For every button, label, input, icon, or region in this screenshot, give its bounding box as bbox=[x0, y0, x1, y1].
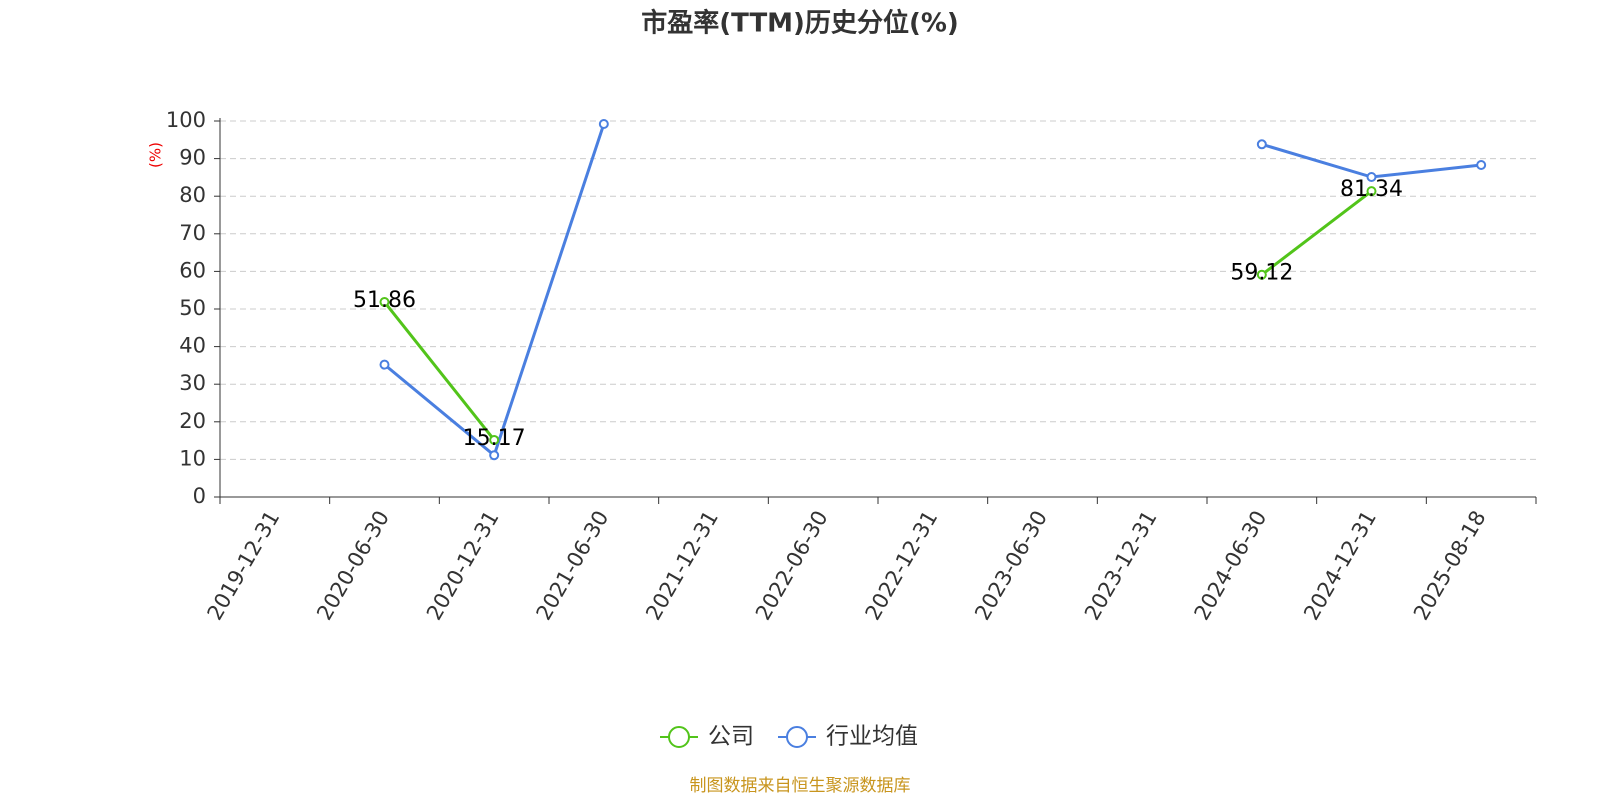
value-label: 15.17 bbox=[463, 426, 526, 451]
y-tick-label: 70 bbox=[179, 221, 206, 245]
x-tick-label: 2025-08-18 bbox=[1409, 507, 1491, 625]
y-tick-label: 90 bbox=[179, 146, 206, 170]
y-tick-label: 50 bbox=[179, 296, 206, 320]
point bbox=[598, 119, 609, 130]
x-tick-label: 2022-06-30 bbox=[751, 507, 833, 625]
y-tick-label: 80 bbox=[179, 183, 206, 207]
point bbox=[1476, 159, 1487, 170]
value-label: 51.86 bbox=[353, 288, 416, 313]
x-tick-label: 2022-12-31 bbox=[861, 507, 943, 625]
y-axis-label: (%) bbox=[147, 142, 165, 168]
value-label: 59.12 bbox=[1230, 261, 1293, 286]
x-tick-label: 2023-06-30 bbox=[970, 507, 1052, 625]
x-tick-label: 2020-06-30 bbox=[312, 507, 394, 625]
point bbox=[379, 297, 390, 308]
point bbox=[379, 359, 390, 370]
value-label: 81.34 bbox=[1340, 177, 1403, 202]
legend-label: 公司 bbox=[708, 724, 754, 750]
y-tick-label: 0 bbox=[193, 484, 206, 508]
chart-title: 市盈率(TTM)历史分位(%) bbox=[641, 8, 959, 39]
x-tick-label: 2019-12-31 bbox=[203, 507, 285, 625]
series-line bbox=[383, 189, 1373, 441]
legend-marker bbox=[786, 726, 808, 748]
y-tick-label: 60 bbox=[179, 258, 206, 282]
x-tick-label: 2024-06-30 bbox=[1190, 507, 1272, 625]
point bbox=[1256, 269, 1267, 280]
legend-marker bbox=[668, 726, 690, 748]
source-note: 制图数据来自恒生聚源数据库 bbox=[690, 776, 911, 796]
legend-label: 行业均值 bbox=[826, 724, 918, 750]
y-tick-label: 10 bbox=[179, 446, 206, 470]
point bbox=[1366, 172, 1377, 183]
x-tick-label: 2020-12-31 bbox=[422, 507, 504, 625]
point bbox=[489, 434, 500, 445]
y-tick-label: 40 bbox=[179, 334, 206, 358]
y-tick-label: 100 bbox=[166, 108, 206, 132]
y-tick-label: 20 bbox=[179, 409, 206, 433]
x-tick-label: 2021-12-31 bbox=[641, 507, 723, 625]
point bbox=[489, 450, 500, 461]
point bbox=[1256, 139, 1267, 150]
x-tick-label: 2024-12-31 bbox=[1299, 507, 1381, 625]
x-tick-label: 2023-12-31 bbox=[1080, 507, 1162, 625]
series-line bbox=[383, 123, 1482, 458]
point bbox=[1366, 186, 1377, 197]
y-tick-label: 30 bbox=[179, 371, 206, 395]
x-tick-label: 2021-06-30 bbox=[532, 507, 614, 625]
